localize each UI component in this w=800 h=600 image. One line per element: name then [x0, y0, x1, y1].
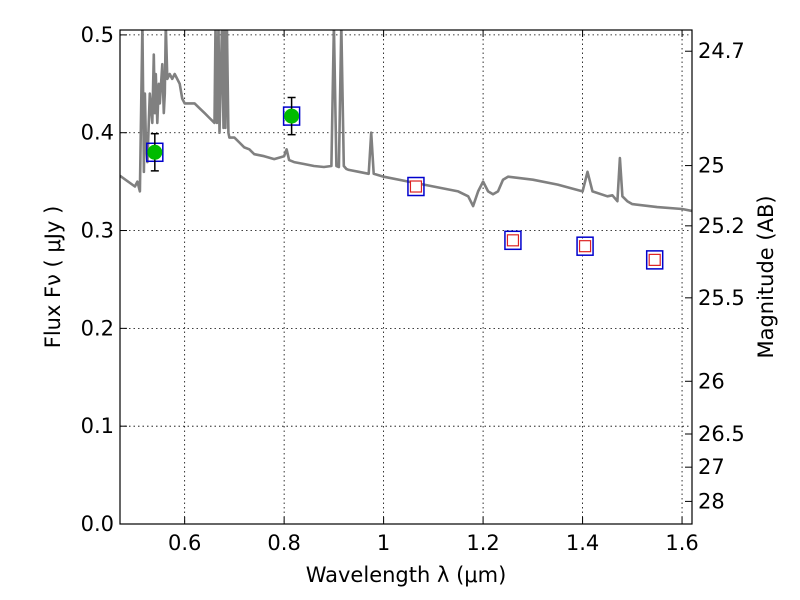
nondetection-point: [648, 253, 661, 266]
y-tick-label: 0.4: [81, 121, 114, 145]
marker-layer: [146, 96, 664, 270]
axes: 0.6 0.8 1 1.2 1.4 1.6 0.0 0.1 0.2 0.3 0.4 0.5 24.7 25…: [81, 23, 745, 555]
nondetection-box: [504, 230, 522, 251]
x-axis-title: Wavelength λ (μm): [306, 563, 507, 587]
x-tick-label: 1: [377, 531, 390, 555]
y-tick-label: 0.1: [81, 414, 114, 438]
right-tick-label: 25: [698, 154, 725, 178]
right-tick-label: 28: [698, 489, 725, 513]
y-axis-title: Flux Fν ( μJy ): [41, 206, 65, 349]
detection-point: [284, 108, 300, 124]
x-tick-label: 1.6: [665, 531, 698, 555]
right-tick-label: 24.7: [698, 39, 745, 63]
x-tick-label: 0.8: [267, 531, 300, 555]
right-tick-label: 25.5: [698, 286, 745, 310]
detection-point: [147, 144, 163, 160]
nondetection-box: [407, 176, 425, 197]
nondetection-box: [576, 236, 594, 256]
x-tick-label: 0.6: [168, 531, 201, 555]
y-tick-label: 0.0: [81, 512, 114, 536]
right-tick-label: 26.5: [698, 422, 745, 446]
x-tick-label: 1.4: [566, 531, 599, 555]
sed-line: [120, 30, 692, 213]
nondetection-point: [409, 180, 423, 193]
right-axis-title: Magnitude (AB): [754, 195, 778, 358]
x-tick-label: 1.2: [466, 531, 499, 555]
y-tick-label: 0.2: [81, 316, 114, 340]
y-tick-label: 0.5: [81, 23, 114, 47]
nondetection-point: [578, 240, 592, 253]
series-layer: [120, 30, 692, 213]
right-tick-label: 27: [698, 455, 725, 479]
nondetection-box: [645, 250, 664, 270]
nondetection-point: [506, 234, 520, 247]
y-tick-label: 0.3: [81, 219, 114, 243]
plot-background: [120, 30, 692, 524]
right-tick-label: 25.2: [698, 214, 745, 238]
plot-frame: [119, 29, 693, 525]
right-tick-label: 26: [698, 369, 725, 393]
